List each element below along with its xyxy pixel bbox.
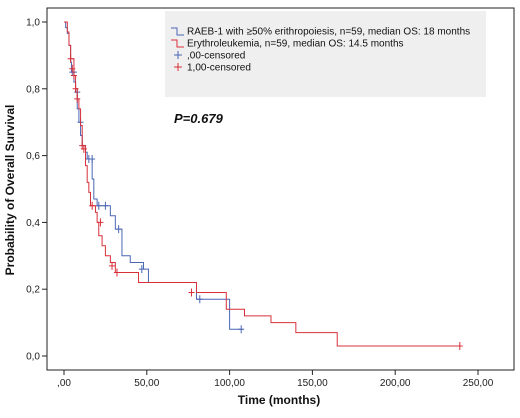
erythroleukemia-censor-mark (67, 54, 74, 63)
y-tick-label: 0,6 (26, 151, 40, 162)
legend-label: RAEB-1 with ≥50% erithropoiesis, n=59, m… (187, 27, 470, 38)
legend-label: 1,00-censored (187, 63, 251, 74)
raeb1-censor-mark (95, 201, 102, 210)
raeb1-censor-mark (238, 325, 245, 334)
erythroleukemia-censor-mark (97, 218, 104, 227)
p-value-annotation: P=0.679 (174, 111, 224, 126)
x-tick-label: 250,00 (463, 378, 494, 389)
erythroleukemia-censor-mark (74, 94, 81, 103)
legend-label: ,00-censored (187, 51, 245, 62)
y-tick-label: 1,0 (26, 18, 40, 29)
x-tick-label: 50,00 (134, 378, 159, 389)
legend-line-swatch (171, 27, 184, 36)
erythroleukemia-censor-mark (69, 64, 76, 73)
legend-entry-erythroleukemia: Erythroleukemia, n=59, median OS: 14.5 m… (171, 39, 404, 50)
erythroleukemia-censor-mark (80, 144, 87, 153)
legend-plus-swatch (174, 51, 182, 59)
legend-entry-censored-100: 1,00-censored (174, 63, 251, 74)
erythroleukemia-survival-curve (64, 21, 462, 347)
erythroleukemia-censor-mark (188, 288, 195, 297)
raeb1-censor-mark (196, 295, 203, 304)
erythroleukemia-censor-mark (72, 84, 79, 93)
legend: RAEB-1 with ≥50% erithropoiesis, n=59, m… (165, 11, 486, 97)
legend-line-swatch (171, 39, 184, 48)
raeb1-censor-mark (102, 201, 109, 210)
raeb1-censor-mark (138, 265, 145, 274)
x-tick-label: 150,00 (297, 378, 328, 389)
erythroleukemia-censor-mark (456, 341, 463, 350)
x-tick-label: 100,00 (214, 378, 245, 389)
y-tick-label: 0,4 (26, 218, 40, 229)
legend-label: Erythroleukemia, n=59, median OS: 14.5 m… (187, 39, 404, 50)
raeb1-censor-mark (115, 225, 122, 234)
legend-plus-swatch (174, 63, 182, 71)
raeb1-censor-mark (89, 154, 96, 163)
y-axis-title: Probability of Overall Survival (3, 105, 17, 276)
x-tick-label: ,00 (57, 378, 71, 389)
y-tick-label: 0,2 (26, 285, 40, 296)
erythroleukemia-censor-mark (89, 201, 96, 210)
erythroleukemia-censor-mark (113, 268, 120, 277)
erythroleukemia-censor-mark (109, 261, 116, 270)
legend-entry-raeb1: RAEB-1 with ≥50% erithropoiesis, n=59, m… (171, 27, 470, 38)
y-tick-label: 0,0 (26, 352, 40, 363)
x-tick-label: 200,00 (380, 378, 411, 389)
legend-box (165, 11, 486, 97)
x-axis-title: Time (months) (238, 393, 320, 407)
y-tick-label: 0,8 (26, 84, 40, 95)
legend-entry-censored-00: ,00-censored (174, 51, 245, 62)
erythroleukemia-censor-mark (70, 71, 77, 80)
